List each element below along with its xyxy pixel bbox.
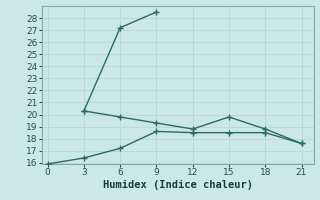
X-axis label: Humidex (Indice chaleur): Humidex (Indice chaleur) [103,180,252,190]
